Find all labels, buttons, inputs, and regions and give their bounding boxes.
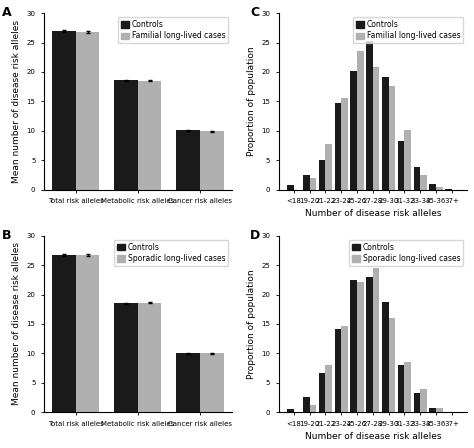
Bar xyxy=(436,408,443,412)
Bar xyxy=(382,302,389,412)
Bar xyxy=(176,353,200,412)
Bar xyxy=(310,178,316,190)
Text: D: D xyxy=(250,229,261,242)
Bar xyxy=(114,80,138,190)
Y-axis label: Proportion of population: Proportion of population xyxy=(247,269,256,379)
Bar xyxy=(429,408,436,412)
Bar xyxy=(350,280,357,412)
Bar xyxy=(445,189,452,190)
Bar xyxy=(138,303,162,412)
Bar xyxy=(303,176,310,190)
Text: B: B xyxy=(2,229,12,242)
Bar xyxy=(52,31,76,190)
Bar xyxy=(52,254,76,412)
Bar xyxy=(404,129,411,190)
Legend: Controls, Sporadic long-lived cases: Controls, Sporadic long-lived cases xyxy=(114,240,228,266)
Bar xyxy=(366,277,373,412)
Bar xyxy=(429,184,436,190)
Bar xyxy=(420,175,427,190)
Bar xyxy=(200,131,224,190)
Bar xyxy=(319,373,326,412)
Bar xyxy=(366,41,373,190)
Y-axis label: Proportion of population: Proportion of population xyxy=(247,47,256,156)
Bar xyxy=(176,130,200,190)
Bar xyxy=(389,318,395,412)
Bar xyxy=(287,409,294,412)
Bar xyxy=(350,71,357,190)
Bar xyxy=(335,103,341,190)
Bar xyxy=(303,397,310,412)
X-axis label: Number of disease risk alleles: Number of disease risk alleles xyxy=(305,432,441,441)
Bar xyxy=(326,144,332,190)
Bar xyxy=(326,365,332,412)
Bar xyxy=(357,52,364,190)
Bar xyxy=(138,81,162,190)
Bar xyxy=(335,329,341,412)
Bar xyxy=(287,185,294,190)
Bar xyxy=(200,353,224,412)
Bar xyxy=(319,159,326,190)
Legend: Controls, Familial long-lived cases: Controls, Familial long-lived cases xyxy=(118,17,228,43)
Bar xyxy=(404,362,411,412)
Text: C: C xyxy=(250,6,259,19)
Bar xyxy=(373,67,380,190)
Bar xyxy=(420,389,427,412)
Bar xyxy=(310,405,316,412)
Y-axis label: Mean number of disease risk alleles: Mean number of disease risk alleles xyxy=(12,242,21,405)
Text: A: A xyxy=(2,6,12,19)
Legend: Controls, Familial long-lived cases: Controls, Familial long-lived cases xyxy=(353,17,463,43)
Bar xyxy=(357,282,364,412)
Bar xyxy=(373,267,380,412)
Legend: Controls, Sporadic long-lived cases: Controls, Sporadic long-lived cases xyxy=(349,240,463,266)
Y-axis label: Mean number of disease risk alleles: Mean number of disease risk alleles xyxy=(12,20,21,183)
Bar xyxy=(341,98,348,190)
X-axis label: Number of disease risk alleles: Number of disease risk alleles xyxy=(305,210,441,219)
Bar xyxy=(398,365,404,412)
Bar xyxy=(389,86,395,190)
Bar xyxy=(341,326,348,412)
Bar xyxy=(76,254,100,412)
Bar xyxy=(436,187,443,190)
Bar xyxy=(382,77,389,190)
Bar xyxy=(414,167,420,190)
Bar xyxy=(114,303,138,412)
Bar xyxy=(414,393,420,412)
Bar xyxy=(76,32,100,190)
Bar xyxy=(398,142,404,190)
